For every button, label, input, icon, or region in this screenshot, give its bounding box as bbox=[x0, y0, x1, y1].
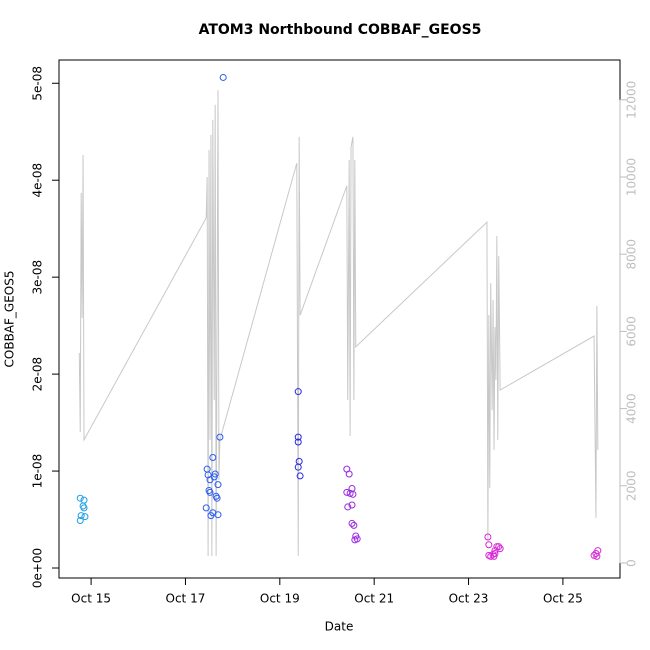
x-tick-label: Oct 19 bbox=[260, 592, 300, 606]
y2-tick-label: 10000 bbox=[625, 158, 639, 196]
data-point bbox=[496, 545, 504, 553]
data-point bbox=[210, 473, 218, 481]
data-point bbox=[350, 521, 358, 529]
y2-tick-label: 2000 bbox=[625, 471, 639, 502]
data-point bbox=[80, 504, 88, 512]
data-point bbox=[294, 433, 302, 441]
x-tick-label: Oct 23 bbox=[449, 592, 489, 606]
data-point bbox=[490, 552, 498, 560]
data-point bbox=[344, 503, 352, 511]
data-point bbox=[294, 463, 302, 471]
y2-tick-label: 8000 bbox=[625, 239, 639, 270]
y-axis-label: COBBAF_GEOS5 bbox=[3, 271, 17, 368]
data-point bbox=[216, 433, 224, 441]
data-point bbox=[213, 494, 221, 502]
data-point bbox=[594, 547, 602, 555]
x-tick-label: Oct 17 bbox=[166, 592, 206, 606]
data-point bbox=[204, 471, 212, 479]
x-axis-label: Date bbox=[325, 620, 354, 634]
y-tick-label: 5e-08 bbox=[31, 66, 45, 101]
y-tick-label: 4e-08 bbox=[31, 163, 45, 198]
data-point bbox=[345, 470, 353, 478]
data-point bbox=[348, 501, 356, 509]
data-point bbox=[80, 496, 88, 504]
data-point bbox=[205, 486, 213, 494]
data-point bbox=[294, 388, 302, 396]
data-point bbox=[343, 488, 351, 496]
data-point bbox=[76, 494, 84, 502]
data-point bbox=[209, 453, 217, 461]
y-tick-label: 2e-08 bbox=[31, 357, 45, 392]
y-tick-label: 0e+00 bbox=[31, 548, 45, 588]
data-point bbox=[495, 543, 503, 551]
data-point bbox=[76, 517, 84, 525]
data-point bbox=[351, 536, 359, 544]
data-point bbox=[349, 490, 357, 498]
y-tick-label: 1e-08 bbox=[31, 454, 45, 489]
y-tick-label: 3e-08 bbox=[31, 260, 45, 295]
x-tick-label: Oct 21 bbox=[354, 592, 394, 606]
y2-tick-label: 6000 bbox=[625, 316, 639, 347]
data-point bbox=[294, 438, 302, 446]
data-point bbox=[81, 513, 89, 521]
data-point bbox=[202, 504, 210, 512]
data-point bbox=[211, 470, 219, 478]
data-point bbox=[485, 541, 493, 549]
y2-tick-label: 12000 bbox=[625, 81, 639, 119]
data-point bbox=[348, 519, 356, 527]
chart-title: ATOM3 Northbound COBBAF_GEOS5 bbox=[199, 22, 482, 38]
data-point bbox=[219, 73, 227, 81]
data-point bbox=[296, 472, 304, 480]
data-point bbox=[491, 549, 499, 557]
x-tick-label: Oct 25 bbox=[543, 592, 583, 606]
data-point bbox=[214, 481, 222, 489]
data-point bbox=[214, 511, 222, 519]
data-point bbox=[77, 512, 85, 520]
data-point bbox=[590, 551, 598, 559]
x-tick-label: Oct 15 bbox=[71, 592, 111, 606]
y2-tick-label: 0 bbox=[625, 559, 639, 567]
y2-tick-label: 4000 bbox=[625, 393, 639, 424]
data-point bbox=[484, 533, 492, 541]
